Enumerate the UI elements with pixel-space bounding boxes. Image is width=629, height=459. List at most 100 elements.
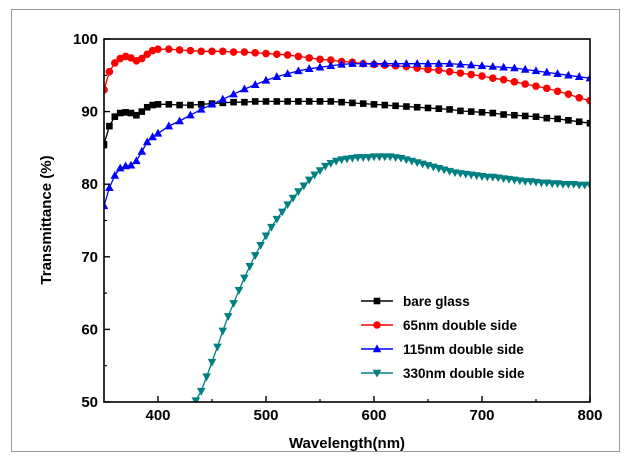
data-point (283, 69, 292, 78)
data-point (240, 274, 249, 283)
data-point (375, 153, 384, 162)
data-point (547, 180, 557, 189)
data-point (196, 104, 206, 113)
data-point (434, 59, 444, 67)
data-point (284, 98, 291, 105)
data-point (230, 98, 237, 106)
data-point (213, 343, 222, 352)
data-point (219, 47, 227, 56)
data-point (500, 111, 507, 118)
data-point (412, 59, 422, 67)
data-point (197, 47, 205, 56)
data-point (219, 99, 227, 107)
y-tick-label: 60 (81, 321, 98, 338)
data-point (564, 181, 573, 189)
data-point (359, 100, 367, 107)
data-point (369, 153, 379, 162)
data-point (424, 104, 432, 112)
data-point (424, 65, 432, 74)
legend-label: 115nm double side (403, 342, 524, 357)
data-point (585, 73, 590, 82)
data-point (456, 69, 465, 77)
data-point (305, 54, 314, 62)
legend-label: 330nm double side (403, 366, 525, 381)
series-line (104, 48, 590, 102)
data-point (240, 84, 249, 93)
legend-marker (372, 344, 382, 353)
data-point (467, 108, 475, 115)
data-point (165, 101, 173, 108)
data-point (353, 154, 363, 162)
data-point (499, 75, 508, 84)
y-axis-label: Transmittance (%) (38, 155, 55, 284)
legend-marker (373, 321, 381, 329)
data-point (240, 48, 249, 56)
data-point (558, 181, 568, 189)
data-point (510, 63, 519, 72)
data-point (315, 167, 325, 176)
data-point (153, 128, 163, 137)
data-point (104, 201, 109, 210)
x-tick-label: 500 (253, 407, 278, 424)
series-line (195, 155, 590, 401)
x-tick-label: 800 (577, 407, 602, 424)
series-4 (191, 153, 590, 402)
y-tick-label: 50 (81, 394, 98, 411)
data-point (585, 181, 590, 190)
data-point (267, 223, 276, 232)
data-point (197, 101, 205, 108)
data-point (392, 102, 399, 110)
data-point (122, 109, 129, 116)
data-point (154, 101, 162, 108)
data-point (202, 373, 211, 382)
data-point (207, 99, 217, 108)
data-point (520, 64, 530, 73)
data-point (164, 121, 174, 130)
data-point (575, 94, 583, 102)
data-point (338, 98, 345, 106)
data-point (304, 64, 314, 72)
data-point (574, 72, 584, 80)
data-point (321, 162, 330, 171)
data-point (553, 87, 562, 96)
data-point (272, 215, 282, 224)
legend-marker (373, 297, 381, 305)
data-point (574, 181, 584, 190)
data-point (261, 232, 271, 241)
data-point (575, 118, 583, 126)
legend-label: 65nm double side (403, 318, 518, 333)
data-point (273, 50, 281, 59)
data-point (402, 59, 411, 67)
x-axis-label: Wavelength(nm) (289, 435, 405, 452)
x-tick-label: 400 (145, 407, 170, 424)
data-point (262, 98, 270, 105)
data-point (229, 48, 238, 56)
data-point (105, 183, 114, 192)
data-point (250, 80, 260, 88)
data-point (586, 119, 590, 127)
data-point (304, 176, 314, 185)
data-point (364, 154, 373, 162)
data-point (132, 156, 141, 165)
data-point (489, 109, 497, 117)
data-point (327, 98, 335, 105)
data-point (208, 47, 216, 56)
legend-entry: 115nm double side (361, 342, 524, 357)
data-point (148, 132, 157, 141)
data-point (305, 98, 313, 105)
legend: bare glass 65nm double side 115nm double s… (361, 294, 525, 381)
data-point (142, 137, 152, 146)
y-tick-label: 90 (81, 104, 98, 121)
data-point (483, 173, 492, 182)
data-point (191, 397, 201, 402)
data-point (115, 163, 125, 172)
data-point (337, 59, 346, 68)
legend-entry: 65nm double side (361, 318, 518, 333)
data-point (477, 61, 487, 70)
data-point (229, 89, 238, 98)
legend-label: bare glass (403, 294, 470, 309)
data-point (532, 113, 540, 120)
data-point (273, 98, 281, 105)
data-point (105, 67, 114, 76)
